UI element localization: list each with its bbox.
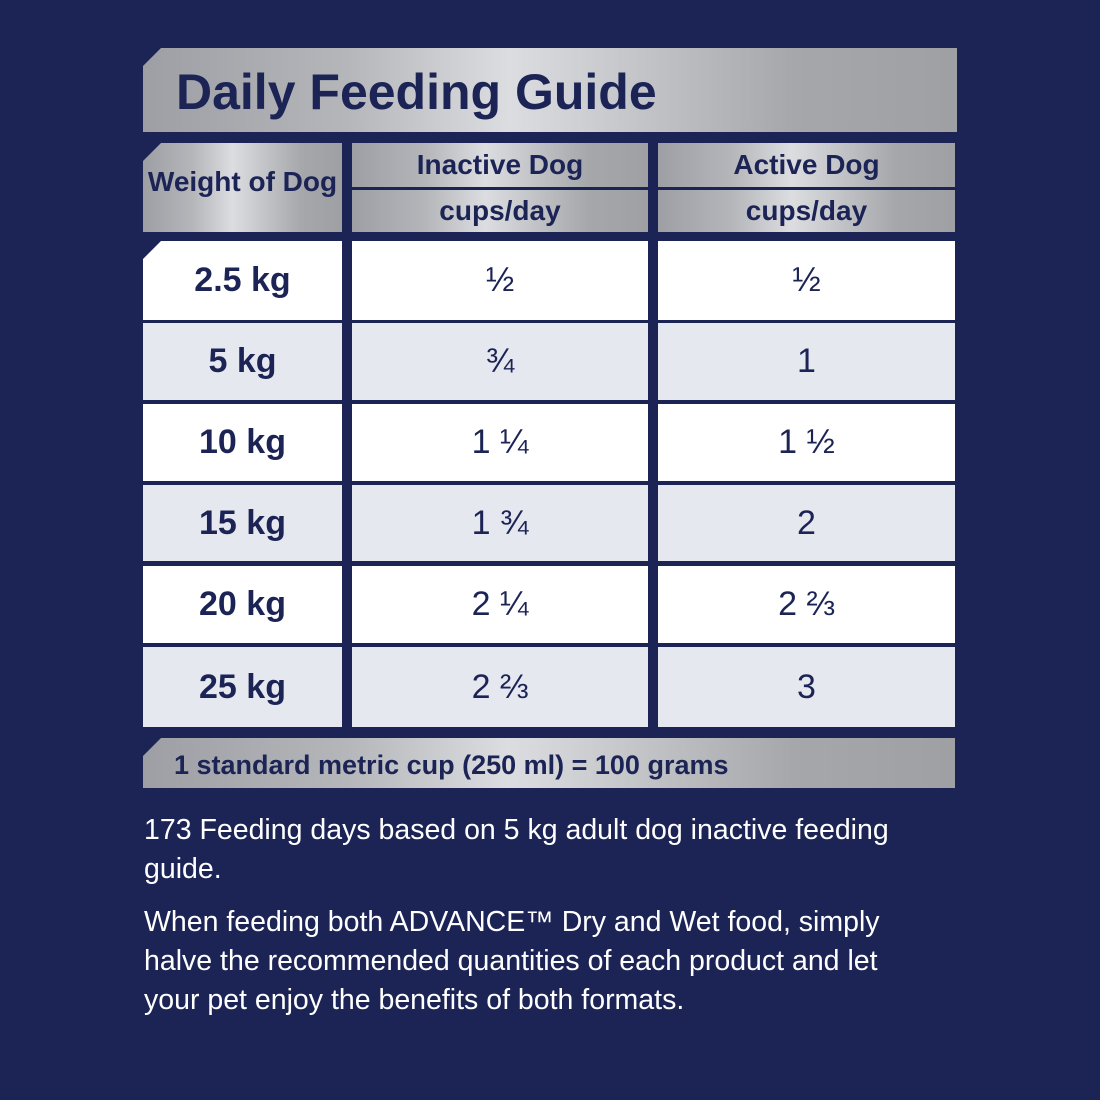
feeding-advice-text: When feeding both ADVANCE™ Dry and Wet f…: [144, 906, 880, 1016]
header-inactive: Inactive Dog: [352, 143, 648, 187]
table-cell-weight: 25 kg: [143, 647, 342, 727]
table-cell-weight: 10 kg: [143, 404, 342, 481]
table-cell-active: 1 ½: [658, 404, 955, 481]
table-cell-weight: 5 kg: [143, 323, 342, 400]
table-cell-active: 3: [658, 647, 955, 727]
table-cell-active: ½: [658, 241, 955, 320]
table-cell-weight: 20 kg: [143, 566, 342, 643]
table-cell-inactive: 1 ¾: [352, 485, 648, 561]
table-cell-weight: 15 kg: [143, 485, 342, 561]
table-cell-weight: 2.5 kg: [143, 241, 342, 320]
table-cell-active: 2 ⅔: [658, 566, 955, 643]
header-inactive-unit: cups/day: [352, 190, 648, 232]
table-cell-inactive: 2 ¼: [352, 566, 648, 643]
footnote: 1 standard metric cup (250 ml) = 100 gra…: [143, 738, 955, 788]
header-active-unit: cups/day: [658, 190, 955, 232]
table-cell-active: 2: [658, 485, 955, 561]
table-cell-active: 1: [658, 323, 955, 400]
feeding-days-text: 173 Feeding days based on 5 kg adult dog…: [144, 814, 889, 885]
table-cell-inactive: 1 ¼: [352, 404, 648, 481]
table-cell-inactive: ½: [352, 241, 648, 320]
header-active: Active Dog: [658, 143, 955, 187]
page-title: Daily Feeding Guide: [143, 48, 957, 132]
header-weight: Weight of Dog: [143, 143, 342, 232]
table-cell-inactive: ¾: [352, 323, 648, 400]
table-cell-inactive: 2 ⅔: [352, 647, 648, 727]
